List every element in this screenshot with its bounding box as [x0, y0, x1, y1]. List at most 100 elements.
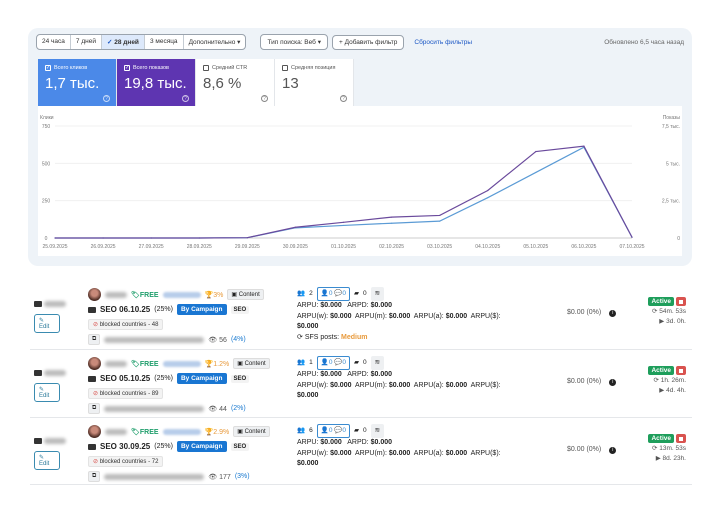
help-icon[interactable]: ?	[340, 95, 347, 102]
sfs-posts: ⟳ SFS posts: Medium	[297, 333, 567, 344]
blurred-handle[interactable]	[162, 360, 201, 367]
blurred-handle[interactable]	[162, 291, 201, 298]
id-card-icon	[88, 306, 96, 313]
search-type-dropdown[interactable]: Тип поиска: Веб ▾	[260, 34, 328, 50]
metric-card-impressions[interactable]: ✓ Всего показов 19,8 тыс.?	[117, 59, 196, 106]
arpu-w-label: ARPU(w):	[297, 381, 329, 389]
trophy-value: 1.2%	[213, 360, 230, 368]
edit-label: Edit	[39, 461, 50, 467]
arpu-w-value: $0.000	[330, 449, 352, 457]
by-campaign-badge[interactable]: By Campaign	[176, 304, 227, 315]
metric-label: Всего показов	[133, 65, 169, 71]
data-point	[439, 214, 441, 217]
metric-value: 1,7 тыс.	[45, 75, 100, 92]
info-icon[interactable]: i	[609, 447, 617, 454]
arpu-line: ARPU: $0.000 ARPD: $0.000	[297, 438, 567, 449]
free-label: FREE	[139, 428, 159, 436]
info-icon[interactable]: i	[609, 379, 617, 386]
arpd-value: $0.000	[370, 302, 393, 309]
settings-sliders-button[interactable]: ≋	[370, 423, 385, 439]
chevron-down-icon: ▾	[237, 39, 241, 46]
refresh-time: 13m. 53s	[659, 445, 686, 453]
reset-filters-link[interactable]: Сбросить фильтры	[414, 38, 473, 46]
blocked-countries-badge[interactable]: ⊘ blocked countries - 48	[88, 319, 164, 330]
metric-value: 8,6 %	[203, 75, 242, 92]
row-stats: 👥 6 👤0 💬0 ▰ 0 ≋ ARPU: $0.000 ARPD: $0.000 ARP…	[297, 423, 567, 470]
x-tick-label: 30.09.2025	[283, 244, 308, 250]
stop-button[interactable]	[676, 434, 686, 443]
checkbox-checked-icon[interactable]: ✓	[45, 65, 51, 71]
settings-sliders-button[interactable]: ≋	[370, 355, 385, 371]
edit-button[interactable]: ✎ Edit	[34, 451, 60, 470]
comment-count: 0	[342, 358, 346, 366]
arpu-w-value: $0.000	[330, 381, 352, 389]
add-filter-button[interactable]: + Добавить фильтр	[332, 34, 405, 50]
metric-card-ctr[interactable]: Средний CTR 8,6 %?	[196, 59, 275, 106]
users-icon: 👥	[297, 426, 306, 434]
checkbox-checked-icon[interactable]: ✓	[124, 65, 130, 71]
users-count: 2	[309, 289, 313, 297]
help-icon[interactable]: ?	[103, 95, 110, 102]
subscribers-pill[interactable]: 👤0 💬0	[316, 355, 350, 371]
status-badge[interactable]: Active	[648, 297, 674, 307]
blurred-handle[interactable]	[162, 428, 201, 435]
row-stats: 👥 1 👤0 💬0 ▰ 0 ≋ ARPU: $0.000 ARPD: $0.000 ARP…	[297, 355, 567, 402]
period-more-dropdown[interactable]: Дополнительно ▾	[184, 35, 246, 49]
metric-card-clicks[interactable]: ✓ Всего кликов 1,7 тыс.?	[38, 59, 117, 106]
seo-tag: SEO	[230, 442, 250, 451]
blocked-countries-badge[interactable]: ⊘ blocked countries - 72	[88, 456, 164, 467]
metric-value: 13	[282, 75, 299, 92]
arpu-periods: ARPU(w): $0.000 ARPU(m): $0.000 ARPU(a):…	[297, 449, 567, 470]
period-24h[interactable]: 24 часа	[37, 35, 71, 49]
data-point	[487, 197, 489, 199]
blocked-countries-badge[interactable]: ⊘ blocked countries - 89	[88, 388, 164, 399]
status-badge[interactable]: Active	[648, 434, 674, 444]
stop-button[interactable]	[676, 366, 686, 375]
checkbox-icon[interactable]	[203, 65, 209, 71]
revenue: $0.00 (0%) i	[567, 446, 617, 454]
video-icon: ▰	[353, 358, 359, 366]
arpu-d-value: $0.000	[297, 460, 319, 467]
arpu-line: ARPU: $0.000 ARPD: $0.000	[297, 370, 567, 381]
comment-count: 0	[342, 289, 346, 297]
subscribers-pill[interactable]: 👤0 💬0	[316, 423, 350, 439]
seo-title: SEO 06.10.25	[100, 305, 151, 314]
arpu-m-label: ARPU(m):	[355, 312, 387, 320]
status-badge[interactable]: Active	[648, 366, 674, 376]
copy-icon[interactable]: ⧉	[88, 334, 101, 345]
period-7d[interactable]: 7 дней	[71, 35, 102, 49]
by-campaign-badge[interactable]: By Campaign	[176, 373, 227, 384]
blurred-url[interactable]	[104, 473, 205, 480]
data-point	[342, 221, 345, 223]
id-card-icon	[88, 375, 96, 382]
edit-button[interactable]: ✎ Edit	[34, 314, 60, 333]
free-badge: 🏷FREE	[131, 291, 159, 299]
subscribers-pill[interactable]: 👤0 💬0	[316, 286, 350, 302]
views: 👁 177	[208, 473, 231, 481]
period-3m[interactable]: 3 месяца	[145, 35, 184, 49]
stop-button[interactable]	[676, 297, 686, 306]
refresh-icon: ⟳	[297, 333, 303, 341]
arpd-label: ARPD:	[347, 439, 369, 446]
period-28d[interactable]: ✓ 28 дней	[101, 35, 145, 49]
edit-button[interactable]: ✎ Edit	[34, 383, 60, 402]
copy-icon[interactable]: ⧉	[88, 403, 101, 414]
copy-icon[interactable]: ⧉	[88, 471, 101, 482]
add-filter-label: Добавить фильтр	[344, 38, 398, 46]
info-icon[interactable]: i	[609, 310, 617, 317]
settings-sliders-button[interactable]: ≋	[370, 286, 385, 302]
by-campaign-badge[interactable]: By Campaign	[176, 441, 227, 452]
help-icon[interactable]: ?	[182, 95, 189, 102]
metric-card-position[interactable]: Средняя позиция 13?	[275, 59, 354, 106]
help-icon[interactable]: ?	[261, 95, 268, 102]
x-tick-label: 27.09.2025	[139, 244, 164, 250]
blurred-url[interactable]	[104, 405, 205, 412]
blurred-id	[43, 438, 66, 445]
checkbox-icon[interactable]	[282, 65, 288, 71]
data-point	[631, 236, 633, 238]
blurred-url[interactable]	[104, 336, 205, 343]
period-selector: 24 часа 7 дней ✓ 28 дней 3 месяца Дополн…	[36, 34, 247, 50]
sub-count: 0	[328, 289, 333, 297]
seo-tag: SEO	[230, 374, 250, 383]
revenue-value: $0.00 (0%)	[567, 378, 602, 385]
